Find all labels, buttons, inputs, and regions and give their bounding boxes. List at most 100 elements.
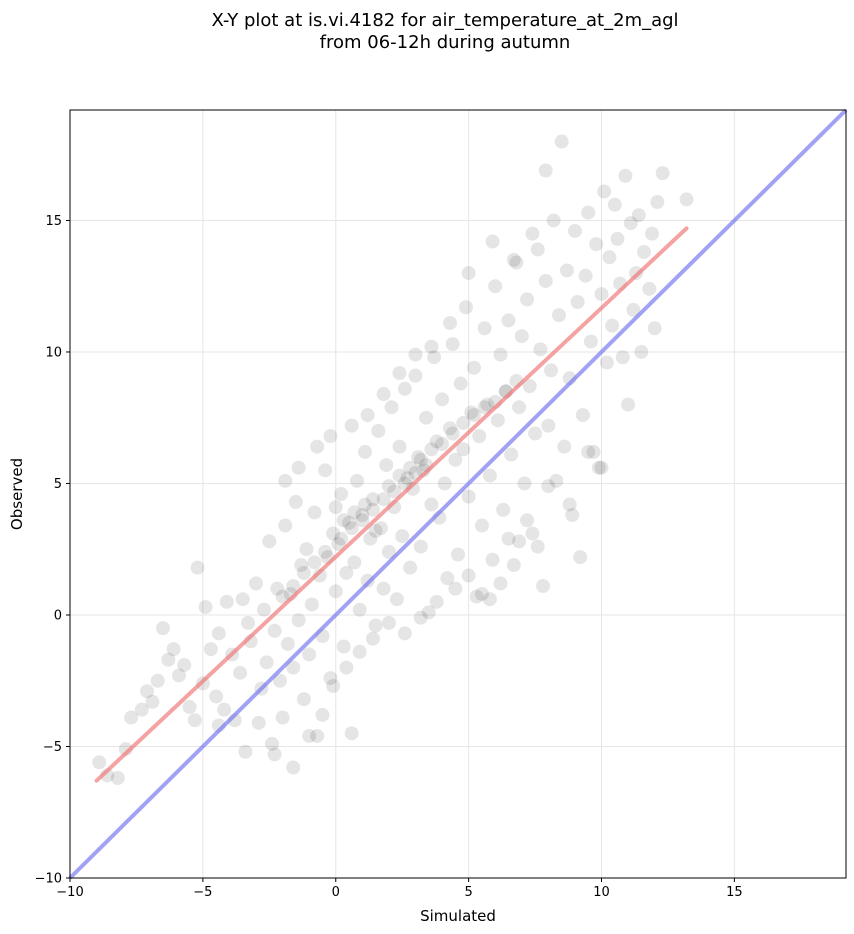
scatter-point-194 xyxy=(461,568,476,583)
y-tick-label-0: −10 xyxy=(35,872,62,887)
scatter-point-123 xyxy=(496,502,511,517)
scatter-point-69 xyxy=(352,602,367,617)
scatter-point-20 xyxy=(209,689,224,704)
scatter-point-68 xyxy=(350,473,365,488)
x-tick-label-0: −10 xyxy=(56,885,83,900)
scatter-point-212 xyxy=(310,439,325,454)
scatter-point-175 xyxy=(634,344,649,359)
scatter-point-155 xyxy=(581,205,596,220)
scatter-point-14 xyxy=(182,700,197,715)
scatter-point-141 xyxy=(544,363,559,378)
scatter-point-221 xyxy=(461,266,476,281)
scatter-point-213 xyxy=(323,429,338,444)
scatter-point-199 xyxy=(381,615,396,630)
chart-title-line-2: from 06-12h during autumn xyxy=(320,32,571,53)
scatter-point-75 xyxy=(368,618,383,633)
scatter-point-106 xyxy=(451,547,465,562)
scatter-point-9 xyxy=(156,621,171,636)
scatter-point-136 xyxy=(530,242,545,257)
scatter-point-134 xyxy=(525,526,540,541)
scatter-point-45 xyxy=(288,494,303,509)
scatter-point-73 xyxy=(363,531,378,546)
scatter-point-206 xyxy=(286,760,301,775)
x-tick-label-1: −5 xyxy=(193,885,212,900)
scatter-point-125 xyxy=(501,313,516,328)
scatter-point-135 xyxy=(528,426,543,441)
scatter-point-34 xyxy=(259,655,274,670)
scatter-point-227 xyxy=(336,513,351,528)
scatter-point-181 xyxy=(655,166,670,181)
scatter-point-30 xyxy=(249,576,264,591)
scatter-point-217 xyxy=(392,366,407,381)
scatter-point-88 xyxy=(403,560,418,575)
scatter-point-37 xyxy=(267,623,282,638)
x-tick-label-3: 5 xyxy=(464,885,472,900)
fit-line xyxy=(94,226,689,783)
scatter-point-101 xyxy=(437,476,452,491)
scatter-point-33 xyxy=(257,602,271,617)
x-tick-label-4: 10 xyxy=(593,885,610,900)
scatter-point-36 xyxy=(264,736,279,751)
scatter-point-131 xyxy=(517,476,532,491)
scatter-point-126 xyxy=(504,447,519,462)
scatter-point-8 xyxy=(150,673,165,688)
scatter-point-228 xyxy=(347,505,362,520)
scatter-point-224 xyxy=(525,226,540,241)
y-tick-label-3: 5 xyxy=(54,477,62,492)
scatter-point-161 xyxy=(597,184,612,199)
scatter-point-225 xyxy=(538,163,553,178)
scatter-point-4 xyxy=(124,710,139,725)
scatter-point-111 xyxy=(464,405,479,420)
scatter-point-64 xyxy=(339,565,354,580)
scatter-point-172 xyxy=(626,302,641,317)
scatter-point-250 xyxy=(344,521,359,536)
scatter-point-138 xyxy=(536,579,551,594)
scatter-point-145 xyxy=(554,134,569,149)
scatter-point-80 xyxy=(381,544,396,559)
scatter-point-154 xyxy=(578,268,593,283)
scatter-point-28 xyxy=(241,615,256,630)
x-tick-label-2: 0 xyxy=(332,885,340,900)
scatter-point-35 xyxy=(262,534,277,549)
scatter-point-192 xyxy=(482,592,497,607)
scatter-point-208 xyxy=(238,744,253,759)
y-tick-label-5: 15 xyxy=(45,214,62,229)
scatter-point-94 xyxy=(419,410,434,425)
scatter-point-137 xyxy=(533,342,548,357)
scatter-point-62 xyxy=(334,487,349,501)
scatter-point-249 xyxy=(334,531,349,546)
scatter-point-132 xyxy=(520,292,535,307)
scatter-point-98 xyxy=(429,434,444,449)
scatter-point-58 xyxy=(323,671,338,686)
scatter-point-61 xyxy=(331,536,346,551)
scatter-point-163 xyxy=(602,250,617,265)
scatter-point-247 xyxy=(286,579,301,594)
scatter-point-177 xyxy=(642,281,657,296)
scatter-point-186 xyxy=(541,479,556,494)
scatter-point-200 xyxy=(365,631,380,646)
scatter-point-91 xyxy=(411,450,426,465)
scatter-point-46 xyxy=(291,613,306,628)
scatter-point-10 xyxy=(161,652,176,667)
scatter-point-183 xyxy=(594,460,609,475)
scatter-point-235 xyxy=(424,442,439,457)
scatter-point-139 xyxy=(538,273,553,288)
scatter-point-63 xyxy=(336,639,351,654)
scatter-point-176 xyxy=(637,245,652,260)
scatter-point-113 xyxy=(469,589,484,604)
scatter-point-26 xyxy=(233,665,248,680)
scatter-point-229 xyxy=(357,497,372,512)
scatter-point-79 xyxy=(379,458,394,473)
scatter-point-215 xyxy=(360,408,375,423)
scatter-point-12 xyxy=(171,668,186,683)
scatter-point-119 xyxy=(485,552,500,567)
scatter-point-223 xyxy=(506,252,521,267)
scatter-point-11 xyxy=(166,642,181,657)
scatter-point-22 xyxy=(217,702,232,717)
y-tick-label-4: 10 xyxy=(45,345,62,360)
scatter-point-2 xyxy=(110,771,125,786)
scatter-point-104 xyxy=(445,337,460,352)
scatter-point-189 xyxy=(512,534,527,549)
